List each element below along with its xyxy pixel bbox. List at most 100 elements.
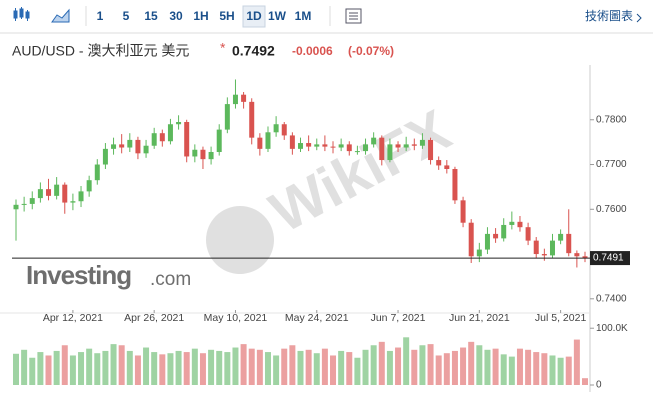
candle-body: [13, 204, 19, 210]
candle-body: [111, 144, 117, 149]
toolbar: 技術圖表: [0, 5, 653, 34]
interval-button[interactable]: 15: [144, 9, 158, 23]
volume-bar: [346, 352, 353, 385]
candle-body: [119, 144, 125, 148]
candle-body: [387, 144, 393, 161]
candle-body: [549, 240, 555, 256]
volume-bar: [126, 350, 133, 385]
candle-body: [452, 169, 458, 201]
x-tick-label: May 10, 2021: [204, 312, 268, 324]
candle-body: [46, 189, 52, 196]
x-tick-label: Apr 12, 2021: [43, 312, 103, 324]
candle-body: [224, 104, 230, 130]
volume-bar: [191, 348, 198, 385]
candle-body: [143, 145, 149, 154]
candle-body: [176, 122, 182, 125]
candle-body: [395, 144, 401, 148]
investing-logo: Investing: [26, 260, 131, 290]
volume-bar: [427, 344, 434, 385]
candle-body: [346, 144, 352, 152]
volume-bar: [573, 339, 580, 385]
layout-icon[interactable]: [345, 8, 362, 24]
interval-button[interactable]: 1: [97, 9, 104, 23]
volume-bar: [240, 344, 247, 385]
candle-body: [257, 137, 263, 149]
candle-body: [501, 224, 507, 239]
candle-icon[interactable]: [13, 7, 30, 21]
chevron: [636, 13, 642, 23]
candle-body: [86, 180, 92, 192]
volume-bar: [557, 357, 564, 385]
volume-bar: [37, 352, 44, 385]
volume-bar: [110, 344, 117, 385]
active-interval-bg: [242, 5, 266, 28]
candle-body: [436, 160, 442, 166]
x-tick-label: May 24, 2021: [285, 312, 349, 324]
area-icon[interactable]: [51, 8, 70, 23]
volume-bar: [403, 337, 410, 385]
candle-body: [566, 233, 572, 254]
candle-body: [159, 133, 165, 142]
candle-body: [525, 227, 531, 241]
volume-bar: [386, 350, 393, 385]
volume-bar: [354, 357, 361, 385]
volume-bar: [549, 355, 556, 385]
volume-bar: [330, 355, 337, 385]
interval-button[interactable]: 1D: [246, 9, 262, 23]
candle-body: [484, 233, 490, 250]
interval-button[interactable]: 1W: [268, 9, 287, 23]
volume-bar: [460, 347, 467, 385]
candle-body: [102, 148, 108, 165]
volume-bar: [508, 356, 515, 385]
candle-body: [241, 94, 247, 102]
candle-body: [208, 151, 214, 160]
x-tick-label: Jun 7, 2021: [371, 312, 426, 324]
candle-body: [281, 124, 287, 136]
tech-chart-link[interactable]: 技術圖表: [585, 9, 633, 23]
candle-body: [232, 94, 238, 105]
candle-body: [62, 184, 68, 203]
candle-body: [249, 101, 255, 138]
volume-bar: [151, 352, 158, 385]
volume-bar: [468, 341, 475, 385]
volume-bar: [419, 345, 426, 385]
volume-bar: [362, 349, 369, 385]
volume-bar: [94, 353, 101, 385]
marker: *: [220, 40, 226, 56]
x-tick-label: Jun 21, 2021: [449, 312, 510, 324]
candle-body: [330, 146, 336, 148]
interval-button[interactable]: 1M: [295, 9, 312, 23]
candle-body: [29, 198, 35, 204]
volume-bar: [281, 348, 288, 385]
y-tick-label: 0.7800: [596, 114, 627, 125]
candle-body: [192, 149, 198, 157]
candle-body: [167, 124, 173, 142]
candle-body: [94, 164, 100, 181]
volume-bar: [224, 352, 231, 385]
candle-body: [151, 133, 157, 146]
volume-bar: [525, 349, 532, 385]
candle-body: [289, 135, 295, 149]
candle-body: [70, 201, 76, 203]
volume-bar: [159, 354, 166, 385]
volume-bar: [134, 355, 141, 385]
volume-bar: [118, 345, 125, 385]
volume-bar: [378, 341, 385, 385]
volume-bar: [516, 348, 523, 385]
interval-button[interactable]: 1H: [193, 9, 208, 23]
volume-bar: [484, 349, 491, 385]
last-price-tag: [590, 251, 630, 266]
volume-bar: [232, 347, 239, 385]
volume-bar: [305, 349, 312, 385]
volume-bar: [208, 349, 215, 385]
volume-bar: [256, 349, 263, 385]
candle-body: [37, 189, 43, 199]
y-tick-label: 0.7600: [596, 204, 627, 215]
price: 0.7492: [232, 43, 275, 59]
volume-tick-label: 0: [596, 380, 602, 391]
interval-button[interactable]: 5: [123, 9, 130, 23]
interval-button[interactable]: 5H: [219, 9, 234, 23]
interval-button[interactable]: 30: [169, 9, 183, 23]
candle-body: [200, 149, 206, 160]
